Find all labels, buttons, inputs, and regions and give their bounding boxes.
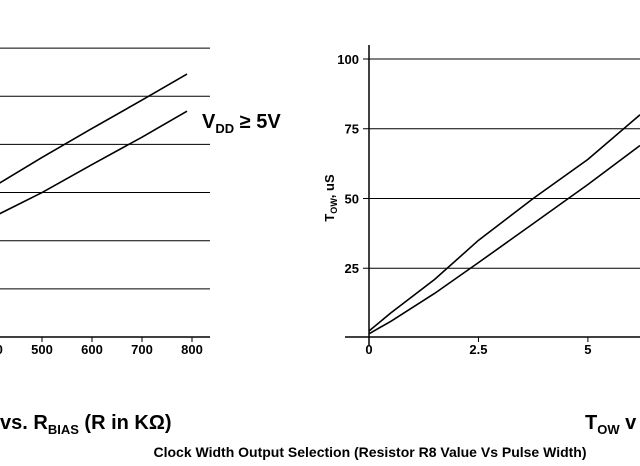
x-tick-label: 2.5: [469, 342, 487, 357]
ylabel-main: T: [322, 214, 337, 222]
ylabel-sub: OW: [329, 198, 339, 214]
ylabel-rest: , uS: [322, 174, 337, 198]
x-tick-label: 500: [31, 342, 53, 357]
curve: [0, 110, 188, 215]
xlabel-main: T: [585, 412, 597, 434]
annotation-rest: ≥ 5V: [234, 111, 281, 133]
x-tick-label: 600: [81, 342, 103, 357]
x-tick-label: 700: [131, 342, 153, 357]
xlabel-sub: BIAS: [48, 422, 79, 437]
xlabel-rest: (R in KΩ): [79, 412, 172, 434]
y-axis-label: TOW, uS: [322, 174, 339, 222]
x-tick-label: 5: [584, 342, 591, 357]
x-axis-label: TOW v: [585, 412, 637, 437]
curve: [368, 144, 640, 335]
x-tick-label: 800: [181, 342, 203, 357]
y-tick-label: 25: [345, 261, 359, 276]
annotation-main: V: [202, 111, 216, 133]
x-tick-label: 400: [0, 342, 3, 357]
curve: [0, 73, 188, 184]
xlabel-main: vs. R: [0, 412, 48, 434]
xlabel-rest: v: [620, 412, 638, 434]
curve: [368, 114, 640, 332]
annotation: VDD ≥ 5V: [202, 111, 281, 136]
x-tick-label: 0: [365, 342, 372, 357]
y-tick-label: 75: [345, 122, 359, 137]
caption: Clock Width Output Selection (Resistor R…: [153, 444, 586, 460]
y-tick-label: 50: [345, 191, 359, 206]
y-tick-label: 100: [337, 52, 359, 67]
xlabel-sub: OW: [597, 422, 620, 437]
annotation-sub: DD: [215, 121, 234, 136]
x-axis-label: vs. RBIAS (R in KΩ): [0, 412, 172, 437]
